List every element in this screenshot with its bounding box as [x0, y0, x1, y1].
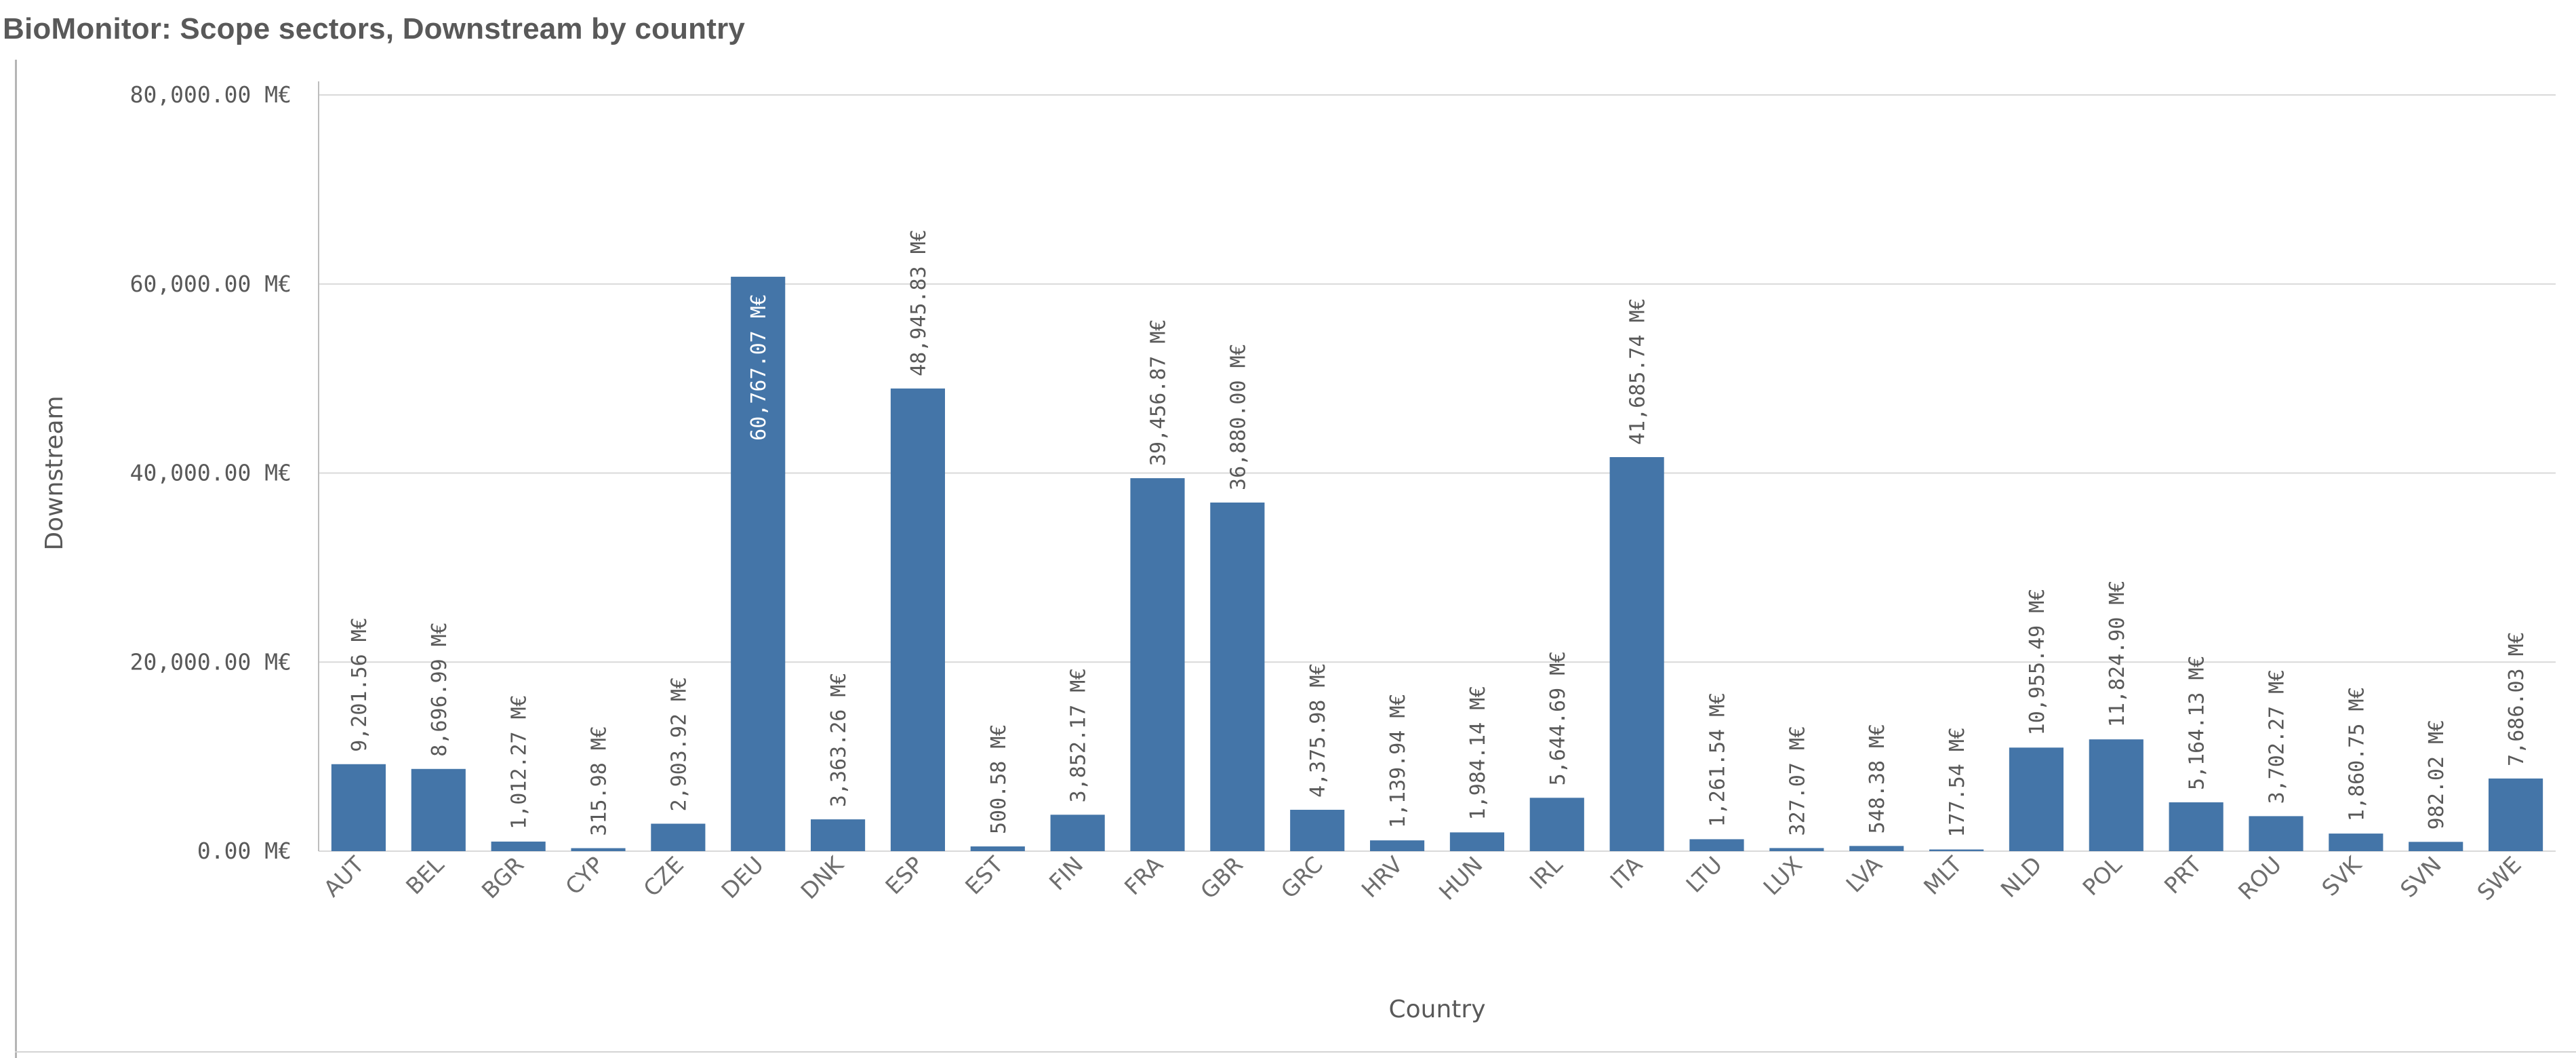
data-label: 2,903.92 M€ [667, 677, 691, 812]
x-tick-label: FIN [1044, 851, 1088, 895]
bar [811, 819, 866, 851]
data-label: 48,945.83 M€ [907, 229, 931, 376]
data-label: 9,201.56 M€ [348, 617, 371, 752]
bar [890, 388, 945, 851]
x-tick-label: DNK [795, 850, 849, 904]
bar [2169, 802, 2223, 851]
bar [1370, 840, 1425, 851]
x-tick-label: SWE [2472, 851, 2527, 905]
x-tick-label: IRL [1525, 851, 1568, 895]
x-tick-label: BGR [477, 851, 529, 903]
bar [1769, 848, 1824, 851]
data-label: 500.58 M€ [987, 724, 1011, 834]
data-label: 548.38 M€ [1866, 724, 1889, 834]
data-label: 39,456.87 M€ [1147, 319, 1171, 466]
data-label: 3,852.17 M€ [1067, 668, 1091, 803]
data-label: 4,375.98 M€ [1306, 663, 1330, 798]
x-tick-label: AUT [319, 850, 369, 901]
bar [651, 823, 706, 851]
bar [1290, 810, 1345, 851]
data-label: 8,696.99 M€ [428, 622, 451, 757]
x-tick-label: HRV [1356, 851, 1408, 903]
data-label: 5,164.13 M€ [2186, 655, 2209, 790]
data-label: 1,860.75 M€ [2345, 686, 2369, 821]
bar [731, 277, 786, 851]
x-tick-label: ROU [2233, 851, 2287, 905]
x-tick-label: MLT [1918, 850, 1967, 899]
data-label: 1,261.54 M€ [1706, 692, 1730, 827]
bar [2249, 816, 2303, 851]
bar [1849, 846, 1904, 851]
data-label: 7,686.03 M€ [2505, 631, 2529, 766]
x-tick-label: PRT [2159, 850, 2207, 899]
x-tick-label: EST [960, 850, 1009, 899]
chart-title: BioMonitor: Scope sectors, Downstream by… [3, 12, 746, 45]
bar [2409, 842, 2463, 851]
x-tick-label: CYP [560, 851, 609, 900]
data-label: 315.98 M€ [588, 726, 611, 836]
bar [970, 846, 1025, 851]
x-axis-title: Country [1388, 996, 1485, 1023]
bar [1050, 815, 1105, 851]
x-tick-label: GBR [1195, 851, 1248, 904]
data-label: 3,363.26 M€ [827, 672, 851, 807]
x-tick-label: CZE [638, 851, 689, 902]
x-tick-label: DEU [716, 851, 768, 903]
bar [1210, 502, 1265, 851]
panel-left-border [15, 60, 17, 1058]
data-label: 60,767.07 M€ [747, 294, 771, 441]
bar [1529, 798, 1584, 851]
x-tick-label: ITA [1605, 851, 1647, 894]
x-tick-label: POL [2077, 851, 2127, 901]
bar [491, 841, 546, 851]
x-tick-label: SVK [2316, 850, 2367, 901]
data-label: 11,824.90 M€ [2106, 580, 2129, 727]
data-label: 1,984.14 M€ [1466, 686, 1490, 821]
data-label: 1,012.27 M€ [508, 694, 531, 829]
data-label: 327.07 M€ [1786, 726, 1809, 836]
y-tick-label: 60,000.00 M€ [130, 271, 291, 297]
bar [1449, 832, 1504, 851]
y-tick-label: 40,000.00 M€ [130, 460, 291, 486]
panel-bottom-border [15, 1051, 2576, 1053]
bar [2009, 747, 2064, 851]
x-tick-label: LUX [1758, 851, 1807, 900]
x-tick-label: BEL [401, 851, 449, 900]
bar [1689, 839, 1744, 851]
y-axis-title: Downstream [41, 395, 68, 550]
y-tick-label: 0.00 M€ [197, 838, 291, 864]
x-tick-label: ESP [880, 851, 928, 899]
y-tick-label: 80,000.00 M€ [130, 81, 291, 108]
x-tick-label: SVN [2395, 851, 2447, 903]
bar [1609, 457, 1664, 851]
data-label: 982.02 M€ [2425, 720, 2449, 830]
data-label: 3,702.27 M€ [2266, 669, 2289, 804]
x-tick-label: LTU [1681, 851, 1727, 898]
x-tick-label: LVA [1840, 851, 1887, 898]
x-tick-label: NLD [1996, 851, 2047, 903]
x-tick-label: GRC [1276, 851, 1328, 903]
x-tick-label: HUN [1434, 851, 1488, 905]
bar [411, 768, 466, 851]
bar [571, 848, 626, 851]
data-label: 1,139.94 M€ [1386, 693, 1410, 828]
bar [1130, 478, 1185, 851]
y-tick-label: 20,000.00 M€ [130, 648, 291, 675]
bar [331, 764, 386, 851]
data-label: 36,880.00 M€ [1226, 343, 1250, 490]
data-label: 41,685.74 M€ [1626, 298, 1650, 445]
bar [1929, 849, 1984, 851]
data-label: 5,644.69 M€ [1546, 651, 1570, 786]
data-label: 10,955.49 M€ [2026, 589, 2049, 736]
x-tick-label: FRA [1119, 851, 1169, 901]
data-label: 177.54 M€ [1946, 727, 1969, 838]
bar [2089, 739, 2144, 851]
bar [2489, 778, 2543, 851]
bar [2329, 834, 2383, 851]
